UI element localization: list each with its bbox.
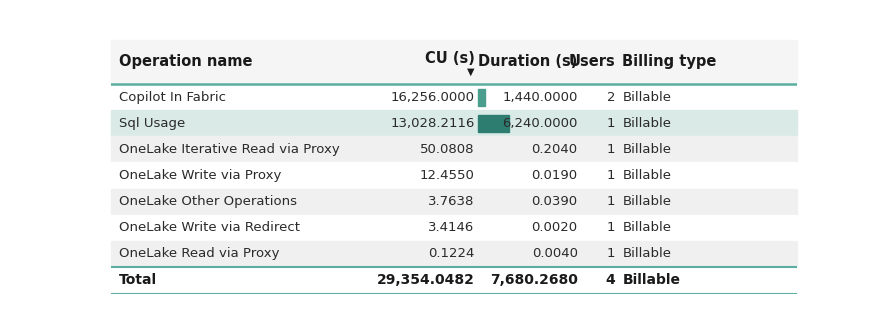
Text: 1: 1 bbox=[607, 143, 616, 156]
Text: Billable: Billable bbox=[622, 91, 672, 104]
Text: Billable: Billable bbox=[622, 117, 672, 130]
Text: Billable: Billable bbox=[622, 143, 672, 156]
Text: Billable: Billable bbox=[622, 248, 672, 260]
Text: ▼: ▼ bbox=[467, 67, 475, 77]
Text: OneLake Iterative Read via Proxy: OneLake Iterative Read via Proxy bbox=[119, 143, 339, 156]
Text: 1: 1 bbox=[607, 248, 616, 260]
Text: 1: 1 bbox=[607, 221, 616, 234]
Text: 13,028.2116: 13,028.2116 bbox=[391, 117, 475, 130]
Text: 12.4550: 12.4550 bbox=[420, 169, 475, 182]
Bar bbox=[111, 189, 797, 215]
Text: 0.0190: 0.0190 bbox=[532, 169, 578, 182]
Text: 6,240.0000: 6,240.0000 bbox=[502, 117, 578, 130]
Text: 50.0808: 50.0808 bbox=[420, 143, 475, 156]
Text: 1: 1 bbox=[607, 195, 616, 208]
Text: 0.1224: 0.1224 bbox=[428, 248, 475, 260]
Text: Copilot In Fabric: Copilot In Fabric bbox=[119, 91, 226, 104]
Bar bbox=[111, 110, 797, 136]
Text: 0.2040: 0.2040 bbox=[532, 143, 578, 156]
Text: Users: Users bbox=[569, 54, 616, 69]
Bar bbox=[111, 40, 797, 84]
Text: Total: Total bbox=[119, 273, 157, 287]
Text: CU (s): CU (s) bbox=[424, 50, 475, 66]
Text: 4: 4 bbox=[606, 273, 616, 287]
Text: 1: 1 bbox=[607, 117, 616, 130]
Bar bbox=[111, 241, 797, 267]
Text: Duration (s): Duration (s) bbox=[478, 54, 578, 69]
Text: 0.0040: 0.0040 bbox=[532, 248, 578, 260]
Text: OneLake Read via Proxy: OneLake Read via Proxy bbox=[119, 248, 279, 260]
Bar bbox=[111, 267, 797, 294]
Bar bbox=[111, 84, 797, 110]
Text: 3.7638: 3.7638 bbox=[428, 195, 475, 208]
Text: Billable: Billable bbox=[622, 169, 672, 182]
Text: 1: 1 bbox=[607, 169, 616, 182]
Text: Operation name: Operation name bbox=[119, 54, 253, 69]
Bar bbox=[111, 215, 797, 241]
Bar bbox=[478, 115, 509, 132]
Text: Sql Usage: Sql Usage bbox=[119, 117, 185, 130]
Bar bbox=[111, 136, 797, 162]
Text: 16,256.0000: 16,256.0000 bbox=[391, 91, 475, 104]
Text: OneLake Write via Redirect: OneLake Write via Redirect bbox=[119, 221, 300, 234]
Text: OneLake Write via Proxy: OneLake Write via Proxy bbox=[119, 169, 282, 182]
Text: Billable: Billable bbox=[622, 221, 672, 234]
Text: 3.4146: 3.4146 bbox=[429, 221, 475, 234]
Text: Billable: Billable bbox=[622, 273, 680, 287]
Text: 29,354.0482: 29,354.0482 bbox=[377, 273, 475, 287]
Text: 0.0020: 0.0020 bbox=[532, 221, 578, 234]
Text: 7,680.2680: 7,680.2680 bbox=[490, 273, 578, 287]
Text: Billable: Billable bbox=[622, 195, 672, 208]
Text: Billing type: Billing type bbox=[622, 54, 717, 69]
Bar bbox=[478, 89, 486, 106]
Text: 1,440.0000: 1,440.0000 bbox=[502, 91, 578, 104]
Text: 2: 2 bbox=[607, 91, 616, 104]
Text: 0.0390: 0.0390 bbox=[532, 195, 578, 208]
Bar bbox=[111, 162, 797, 189]
Text: OneLake Other Operations: OneLake Other Operations bbox=[119, 195, 297, 208]
